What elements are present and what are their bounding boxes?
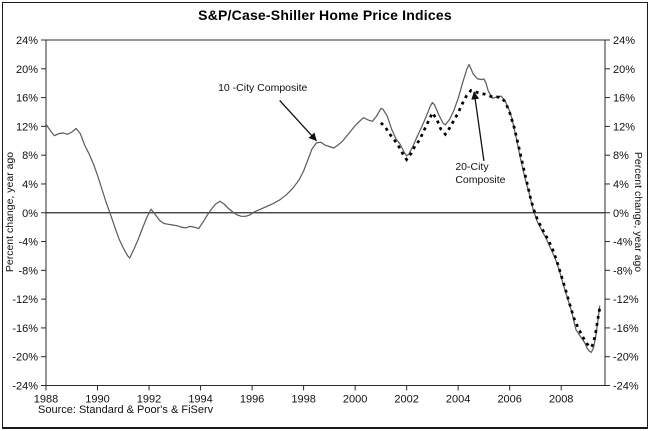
x-tick-label: 1988 — [34, 394, 58, 406]
y-tick-label-right: -12% — [613, 294, 639, 306]
y-tick-label-left: -16% — [12, 323, 38, 335]
annotation-20-city-arrow — [471, 91, 485, 162]
y-tick-label-left: 4% — [22, 179, 38, 191]
y-tick-label-left: 20% — [16, 64, 38, 76]
y-tick-label-left: 24% — [16, 35, 38, 47]
annotation-10-city-arrow — [279, 100, 317, 142]
y-tick-label-right: 4% — [613, 179, 629, 191]
x-tick-label: 1998 — [291, 394, 315, 406]
series-line-20-city-composite — [379, 88, 602, 350]
y-tick-label-right: -24% — [613, 381, 639, 393]
y-tick-label-left: -12% — [12, 294, 38, 306]
y-tick-label-left: -4% — [18, 237, 38, 249]
y-tick-label-left: 12% — [16, 121, 38, 133]
x-tick-label: 2000 — [343, 394, 367, 406]
x-tick-label: 2002 — [394, 394, 418, 406]
x-tick-label: 1990 — [85, 394, 109, 406]
y-tick-label-right: -8% — [613, 265, 633, 277]
x-tick-label: 1994 — [188, 394, 212, 406]
y-tick-label-left: 8% — [22, 150, 38, 162]
series-line-10-city-composite — [45, 63, 601, 353]
y-tick-label-left: -20% — [12, 352, 38, 364]
source-note: Source: Standard & Poor's & FiServ — [38, 404, 214, 416]
y-tick-label-right: 8% — [613, 150, 629, 162]
x-tick-label: 1992 — [137, 394, 161, 406]
y-tick-label-left: 16% — [16, 93, 38, 105]
chart-title: S&P/Case-Shiller Home Price Indices — [198, 7, 452, 23]
y-tick-label-right: -16% — [613, 323, 639, 335]
x-tick-label: 2008 — [549, 394, 573, 406]
x-tick-label: 2004 — [446, 394, 470, 406]
y-tick-label-right: 20% — [613, 64, 635, 76]
y-tick-label-right: 16% — [613, 93, 635, 105]
y-tick-label-right: -20% — [613, 352, 639, 364]
annotation-10-city-label: 10 -City Composite — [218, 82, 307, 94]
y-tick-label-right: -4% — [613, 237, 633, 249]
y-tick-label-left: -24% — [12, 381, 38, 393]
y-tick-label-left: -8% — [18, 265, 38, 277]
x-tick-label: 1996 — [240, 394, 264, 406]
annotation-20-city-label: 20-City Composite — [455, 161, 505, 186]
y-tick-label-left: 0% — [22, 208, 38, 220]
y-tick-label-right: 12% — [613, 121, 635, 133]
y-axis-label-right: Percent change, year ago — [632, 151, 644, 273]
x-tick-label: 2006 — [497, 394, 521, 406]
y-tick-label-right: 0% — [613, 208, 629, 220]
y-axis-label-left: Percent change, year ago — [4, 151, 16, 273]
y-tick-label-right: 24% — [613, 35, 635, 47]
